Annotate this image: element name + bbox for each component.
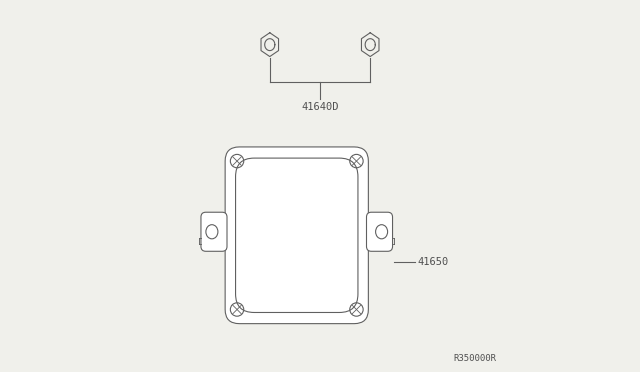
FancyBboxPatch shape	[367, 212, 392, 251]
Ellipse shape	[206, 225, 218, 239]
Text: 41650: 41650	[418, 257, 449, 267]
FancyBboxPatch shape	[201, 212, 227, 251]
FancyBboxPatch shape	[225, 147, 369, 324]
Text: 41640D: 41640D	[301, 102, 339, 112]
FancyBboxPatch shape	[236, 158, 358, 312]
Text: R350000R: R350000R	[454, 354, 497, 363]
Ellipse shape	[376, 225, 388, 239]
